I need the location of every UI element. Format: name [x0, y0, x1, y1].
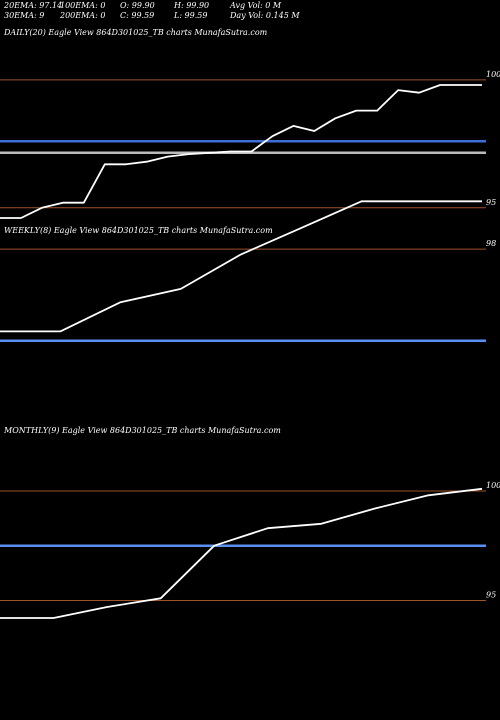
ema20-stat: 20EMA: 97.14 — [4, 1, 63, 10]
weekly-panel-title: WEEKLY(8) Eagle View 864D301025_TB chart… — [4, 226, 273, 235]
monthly-series-line-0 — [0, 487, 483, 619]
monthly-panel-title: MONTHLY(9) Eagle View 864D301025_TB char… — [4, 426, 281, 435]
daily-series-line-0 — [0, 84, 482, 219]
weekly-panel: 98 — [0, 200, 496, 342]
low-stat: L: 99.59 — [174, 11, 208, 20]
daily-y-tick-label-0: 100 — [486, 70, 500, 79]
close-stat: C: 99.59 — [120, 11, 155, 20]
avg-vol-stat: Avg Vol: 0 M — [230, 1, 282, 10]
daily-y-tick-label-1: 95 — [486, 198, 496, 207]
open-stat: O: 99.90 — [120, 1, 155, 10]
ema100-stat: 100EMA: 0 — [60, 1, 106, 10]
day-vol-stat: Day Vol: 0.145 M — [230, 11, 300, 20]
daily-panel: 100 95 — [0, 70, 500, 219]
ema30-stat: 30EMA: 9 — [4, 11, 45, 20]
daily-panel-title: DAILY(20) Eagle View 864D301025_TB chart… — [4, 28, 268, 37]
monthly-y-tick-label-0: 100 — [486, 481, 500, 490]
ema200-stat: 200EMA: 0 — [60, 11, 106, 20]
monthly-y-tick-label-1: 95 — [486, 590, 496, 599]
monthly-panel: 100 95 — [0, 481, 500, 619]
high-stat: H: 99.90 — [174, 1, 210, 10]
weekly-y-tick-label-0: 98 — [486, 239, 496, 248]
weekly-series-line-0 — [0, 200, 482, 333]
